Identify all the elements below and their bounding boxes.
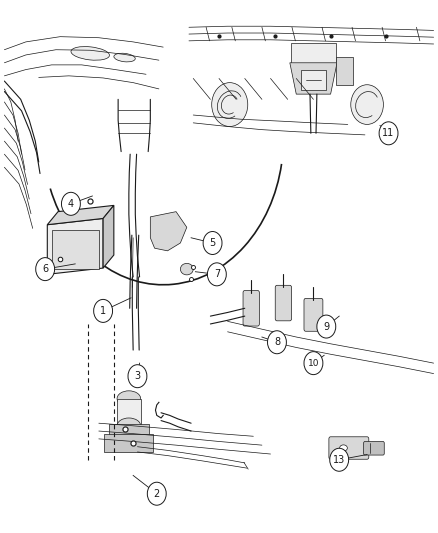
Circle shape <box>208 263 226 286</box>
Ellipse shape <box>117 391 141 407</box>
FancyBboxPatch shape <box>329 437 369 459</box>
Ellipse shape <box>180 263 193 275</box>
FancyBboxPatch shape <box>336 56 353 85</box>
Ellipse shape <box>71 46 110 60</box>
Circle shape <box>203 231 222 254</box>
Text: 9: 9 <box>323 321 329 332</box>
Bar <box>117 399 141 426</box>
Circle shape <box>379 122 398 145</box>
Circle shape <box>61 192 80 215</box>
Text: 3: 3 <box>134 371 141 381</box>
Ellipse shape <box>117 418 141 434</box>
Ellipse shape <box>114 53 135 62</box>
Ellipse shape <box>339 445 347 451</box>
Text: 11: 11 <box>382 128 395 138</box>
FancyBboxPatch shape <box>364 441 384 455</box>
FancyBboxPatch shape <box>109 424 149 437</box>
Polygon shape <box>103 205 114 268</box>
Circle shape <box>36 257 55 280</box>
Text: 2: 2 <box>154 489 160 499</box>
Text: 8: 8 <box>274 337 280 347</box>
FancyBboxPatch shape <box>304 298 323 332</box>
Circle shape <box>128 365 147 387</box>
Circle shape <box>94 300 113 322</box>
Polygon shape <box>290 63 337 94</box>
Circle shape <box>212 83 248 126</box>
Circle shape <box>304 352 323 375</box>
Text: 6: 6 <box>42 264 48 274</box>
Text: 7: 7 <box>214 269 220 279</box>
Text: 4: 4 <box>68 199 74 209</box>
Text: 5: 5 <box>209 238 215 248</box>
Circle shape <box>147 482 166 505</box>
FancyBboxPatch shape <box>104 434 153 452</box>
Polygon shape <box>47 219 103 274</box>
FancyBboxPatch shape <box>291 44 336 64</box>
Bar <box>52 230 99 269</box>
Polygon shape <box>150 212 187 251</box>
Circle shape <box>268 331 286 354</box>
FancyBboxPatch shape <box>301 70 326 91</box>
Text: 13: 13 <box>333 455 345 465</box>
Text: 10: 10 <box>307 359 319 368</box>
Polygon shape <box>47 205 114 225</box>
FancyBboxPatch shape <box>275 285 292 321</box>
FancyBboxPatch shape <box>243 290 259 326</box>
Circle shape <box>330 448 349 471</box>
Circle shape <box>317 315 336 338</box>
Text: 1: 1 <box>100 306 106 316</box>
Circle shape <box>351 85 383 124</box>
